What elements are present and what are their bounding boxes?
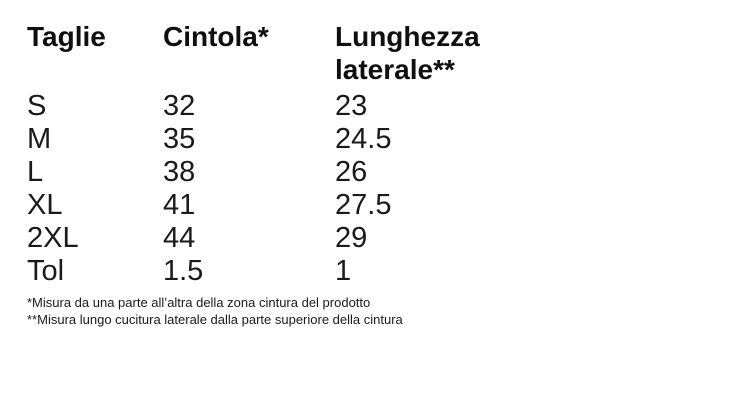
- footnote-lunghezza: **Misura lungo cucitura laterale dalla p…: [27, 312, 403, 327]
- cintola-cell: 32: [163, 90, 196, 122]
- table-row-2xl: 2XL 44 29: [27, 222, 755, 255]
- table-footnotes: *Misura da una parte all’altra della zon…: [27, 294, 755, 328]
- cintola-cell: 38: [163, 156, 196, 188]
- size-cell: M: [27, 123, 52, 155]
- column-header-lunghezza-laterale: Lunghezza laterale**: [335, 21, 480, 85]
- table-header-row: Taglie Cintola* Lunghezza laterale**: [27, 20, 755, 86]
- cintola-cell: 41: [163, 189, 196, 221]
- cintola-cell: 1.5: [163, 255, 204, 287]
- lunghezza-cell: 1: [335, 255, 352, 287]
- lunghezza-cell: 23: [335, 90, 368, 122]
- table-row-m: M 35 24.5: [27, 123, 755, 156]
- table-row-s: S 32 23: [27, 90, 755, 123]
- cintola-cell: 35: [163, 123, 196, 155]
- lunghezza-cell: 24.5: [335, 123, 392, 155]
- size-cell: 2XL: [27, 222, 79, 254]
- size-cell: XL: [27, 189, 63, 221]
- size-cell: S: [27, 90, 47, 122]
- cintola-cell: 44: [163, 222, 196, 254]
- column-header-cintola: Cintola*: [163, 21, 269, 52]
- table-row-xl: XL 41 27.5: [27, 189, 755, 222]
- footnote-cintola: *Misura da una parte all’altra della zon…: [27, 295, 371, 310]
- table-row-l: L 38 26: [27, 156, 755, 189]
- lunghezza-cell: 26: [335, 156, 368, 188]
- size-chart-table: Taglie Cintola* Lunghezza laterale** S 3…: [27, 20, 755, 288]
- size-cell: L: [27, 156, 44, 188]
- lunghezza-cell: 27.5: [335, 189, 392, 221]
- size-cell: Tol: [27, 255, 65, 287]
- column-header-taglie: Taglie: [27, 21, 106, 52]
- lunghezza-cell: 29: [335, 222, 368, 254]
- table-row-tol: Tol 1.5 1: [27, 255, 755, 288]
